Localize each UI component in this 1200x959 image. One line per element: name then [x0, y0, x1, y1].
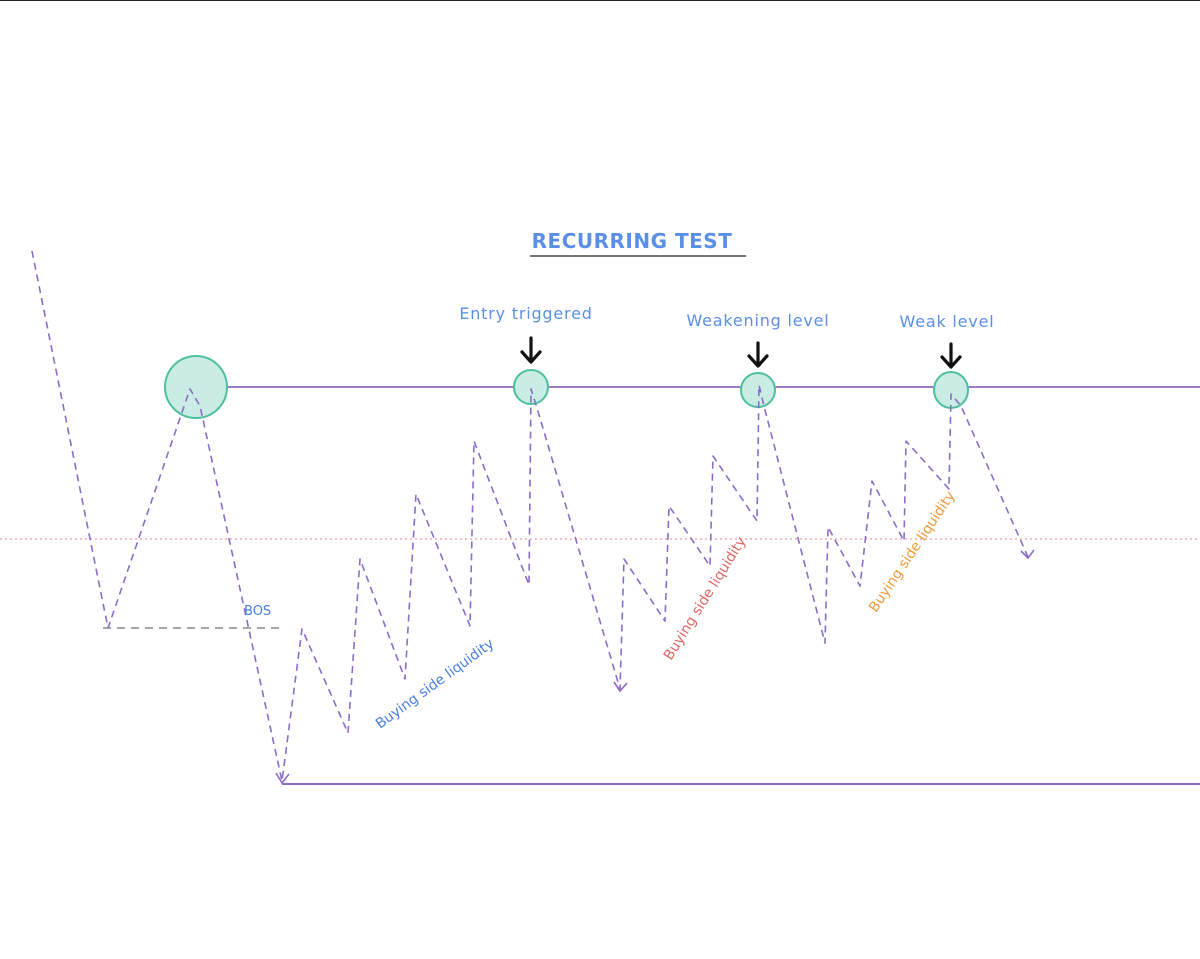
arrowhead-swing-low [613, 681, 628, 693]
price-path [31, 250, 1029, 782]
arrow-down-icon [520, 336, 542, 364]
label-buying-side-liquidity-orange: Buying side liquidity [866, 489, 959, 616]
diagram-title: RECURRING TEST [532, 229, 733, 253]
label-weak-level: Weak level [900, 312, 995, 331]
label-buying-side-liquidity-blue: Buying side liquidity [373, 636, 497, 732]
arrowhead-end [1020, 549, 1035, 560]
circle-marker-initial-high [164, 355, 228, 419]
label-bos: BOS [244, 604, 271, 619]
arrow-down-icon [747, 341, 769, 368]
arrow-down-icon [940, 342, 962, 369]
label-entry-triggered: Entry triggered [459, 304, 592, 323]
label-weakening-level: Weakening level [686, 311, 829, 330]
circle-marker-entry [513, 369, 549, 405]
circle-marker-weak [933, 371, 969, 409]
arrowhead-low [275, 772, 290, 785]
label-buying-side-liquidity-red: Buying side liquidity [661, 534, 750, 663]
